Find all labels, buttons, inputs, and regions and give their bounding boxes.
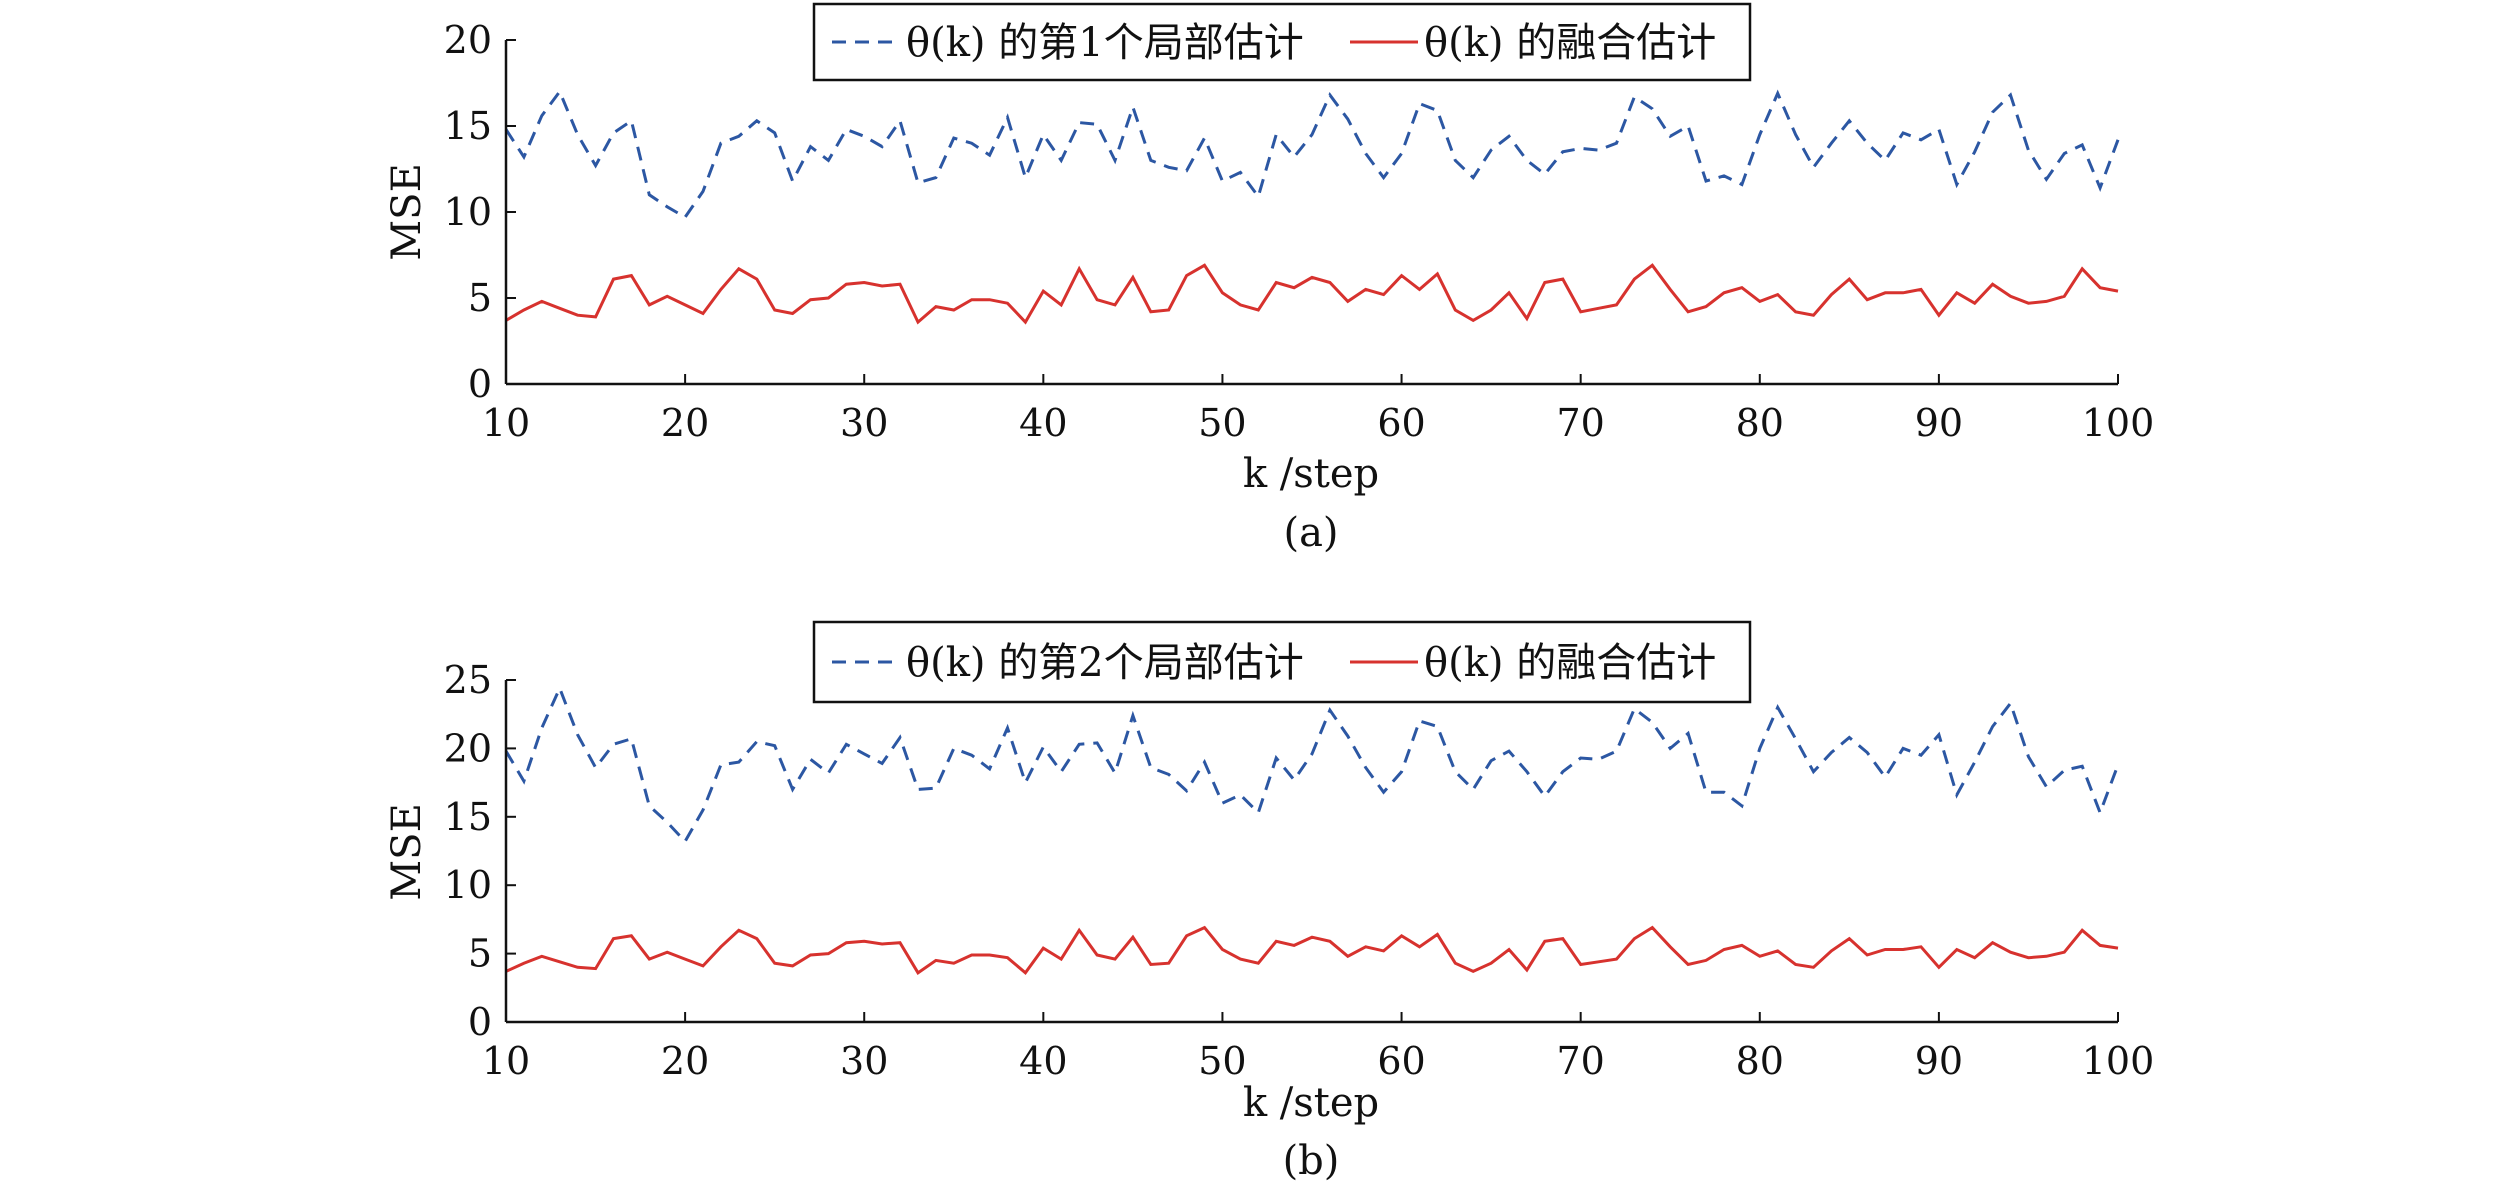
x-tick-label-b: 10 [482, 1039, 530, 1083]
y-tick-label-b: 5 [468, 932, 492, 976]
x-tick-label-b: 80 [1736, 1039, 1784, 1083]
x-tick-label-a: 50 [1198, 401, 1246, 445]
y-tick-label-b: 25 [444, 658, 492, 702]
series-fused-estimate-b [505, 925, 2119, 975]
x-axis-label-a: k /step [1243, 451, 1379, 497]
x-tick-label-a: 70 [1556, 401, 1604, 445]
caption-a: (a) [1283, 510, 1338, 556]
y-tick-label-a: 0 [468, 362, 492, 406]
y-axis-label-a: MSE [384, 163, 430, 261]
caption-b: (b) [1283, 1138, 1340, 1184]
plot-area-b: 10 20 30 40 50 60 70 80 90 100 0 5 10 15 20 25 [444, 658, 2155, 1083]
legend-label-fused-b: θ(k) 的融合估计 [1424, 640, 1716, 686]
y-axis-label-b: MSE [384, 803, 430, 901]
y-tick-label-a: 5 [468, 276, 492, 320]
series-local-estimate-b [504, 684, 2120, 844]
y-tick-label-b: 15 [444, 795, 492, 839]
x-tick-label-b: 70 [1556, 1039, 1604, 1083]
y-tick-label-a: 15 [444, 104, 492, 148]
x-tick-label-b: 100 [2082, 1039, 2155, 1083]
x-tick-label-b: 50 [1198, 1039, 1246, 1083]
x-tick-label-a: 100 [2082, 401, 2155, 445]
x-tick-label-b: 40 [1019, 1039, 1067, 1083]
x-tick-label-a: 10 [482, 401, 530, 445]
y-tick-label-b: 10 [444, 863, 492, 907]
legend-box-b [812, 620, 1752, 704]
chart-panel-b: 10 20 30 40 50 60 70 80 90 100 0 5 10 15 20 25 θ(k) 的第2… [384, 620, 2155, 1184]
legend-label-fused-a: θ(k) 的融合估计 [1424, 20, 1716, 66]
y-tick-label-a: 20 [444, 18, 492, 62]
x-tick-label-b: 20 [661, 1039, 709, 1083]
legend-label-local-b: θ(k) 的第2个局部估计 [906, 640, 1304, 686]
chart-panel-a: 10 20 30 40 50 60 70 80 90 100 0 5 10 15 20 θ(k) 的第1个局… [384, 2, 2155, 556]
x-axis-label-b: k /step [1243, 1080, 1379, 1126]
legend-box-a [812, 2, 1752, 82]
legend-label-local-a: θ(k) 的第1个局部估计 [906, 20, 1304, 66]
x-tick-label-a: 40 [1019, 401, 1067, 445]
x-tick-label-b: 30 [840, 1039, 888, 1083]
x-tick-label-b: 60 [1377, 1039, 1425, 1083]
x-tick-label-a: 20 [661, 401, 709, 445]
series-local-estimate-a [504, 88, 2120, 220]
plot-area-a: 10 20 30 40 50 60 70 80 90 100 0 5 10 15 20 [444, 18, 2155, 445]
x-tick-label-a: 30 [840, 401, 888, 445]
x-tick-label-a: 90 [1915, 401, 1963, 445]
y-tick-label-b: 0 [468, 1000, 492, 1044]
x-tick-label-a: 80 [1736, 401, 1784, 445]
x-tick-label-b: 90 [1915, 1039, 1963, 1083]
x-tick-label-a: 60 [1377, 401, 1425, 445]
series-fused-estimate-a [505, 263, 2119, 325]
y-tick-label-a: 10 [444, 190, 492, 234]
y-tick-label-b: 20 [444, 726, 492, 770]
